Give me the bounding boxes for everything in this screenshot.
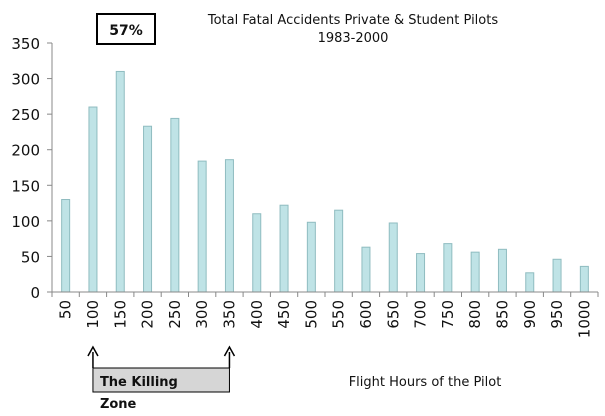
x-tick-label: 150 [111,300,129,329]
x-tick-label: 50 [57,300,75,319]
x-tick-label: 600 [357,300,375,329]
chart-subtitle: 1983-2000 [318,31,389,46]
bar [279,204,289,293]
x-tick-label: 300 [193,300,211,329]
bar [470,251,480,293]
x-tick-label: 550 [330,300,348,329]
y-tick-label: 350 [11,35,40,53]
bar [252,213,262,293]
bar [552,258,562,293]
x-tick-label: 450 [275,300,293,329]
x-tick-label: 250 [166,300,184,329]
axes [47,42,599,297]
x-tick-label: 200 [139,300,157,329]
bar [143,125,153,293]
killing-zone-box [92,367,230,393]
bar [579,265,589,293]
x-tick-label: 500 [302,300,320,329]
bar [170,117,180,293]
x-tick-label: 650 [384,300,402,329]
y-tick-label: 150 [11,177,40,195]
chart-title: Total Fatal Accidents Private & Student … [207,13,498,28]
y-tick-label: 0 [30,284,40,302]
y-tick-label: 50 [21,248,40,266]
percent-annotation-label: 57% [109,23,143,39]
bar [416,253,426,293]
y-tick-label: 250 [11,106,40,124]
x-tick-label: 750 [439,300,457,329]
percent-annotation: 57% [96,13,156,45]
killing-zone-label-line-2: Zone [100,397,137,412]
x-axis-title: Flight Hours of the Pilot [349,375,502,390]
x-tick-label: 700 [412,300,430,329]
y-axis-tick-labels: 0 50 100 150 200 250 300 350 [11,35,40,302]
x-axis-tick-labels: 50 100 150 200 250 300 350 400 450 500 550 600 650 70… [57,300,594,338]
x-tick-label: 900 [521,300,539,329]
bar [61,199,71,293]
bar [361,246,371,293]
range-start-arrowhead [87,345,99,357]
bar [443,243,453,293]
y-tick-label: 100 [11,213,40,231]
killing-zone-annotation: The Killing Zone [87,345,236,412]
bar [525,272,535,293]
percent-annotation-box [96,13,156,45]
bar [88,106,98,293]
x-tick-label: 950 [548,300,566,329]
x-tick-label: 800 [466,300,484,329]
bar [334,209,344,293]
bar [388,222,398,293]
bar [224,159,234,293]
bar [115,70,125,293]
y-tick-label: 200 [11,142,40,160]
x-tick-label: 850 [493,300,511,329]
bar [306,221,316,293]
y-tick-label: 300 [11,71,40,89]
killing-zone-label: The Killing Zone [100,375,182,412]
bar [497,248,507,293]
x-tick-label: 400 [248,300,266,329]
bars [61,70,589,293]
bar [197,160,207,293]
range-end-arrowhead [223,345,236,357]
x-tick-label: 1000 [575,300,593,338]
killing-zone-label-line-1: The Killing [100,375,178,390]
x-tick-label: 100 [84,300,102,329]
x-tick-label: 350 [220,300,238,329]
